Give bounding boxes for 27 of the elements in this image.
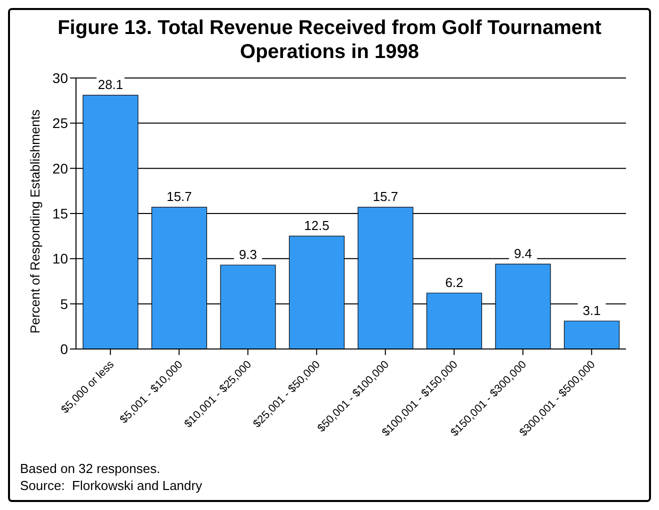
y-tick-label: 5 xyxy=(60,296,68,312)
y-tick-label: 15 xyxy=(52,205,68,222)
bar xyxy=(358,206,414,349)
y-axis-title: Percent of Responding Establishments xyxy=(28,108,43,334)
data-label: 9.4 xyxy=(514,246,532,262)
y-tick-label: 0 xyxy=(60,340,68,357)
data-label: 15.7 xyxy=(166,189,192,204)
chart-title: Figure 13. Total Revenue Received from Golf Tournament Operations in 1998 xyxy=(56,16,602,64)
y-tick-label: 25 xyxy=(52,115,68,132)
bar xyxy=(220,264,276,349)
y-tick-label: 10 xyxy=(52,250,68,267)
text: Based on 32 responses. xyxy=(20,460,162,477)
data-label: 9.3 xyxy=(238,246,258,262)
data-label: 28.1 xyxy=(98,77,124,92)
data-label: 12.5 xyxy=(304,218,330,234)
bar xyxy=(495,264,551,349)
bar xyxy=(426,292,482,349)
bar xyxy=(288,236,345,349)
y-tick-label: 30 xyxy=(52,70,68,86)
source-note: Source: Florkowski and Landry xyxy=(20,477,202,494)
data-label: 6.2 xyxy=(445,274,464,290)
y-tick-label: 20 xyxy=(52,160,68,176)
bar xyxy=(564,320,620,349)
bar xyxy=(82,94,138,349)
bar xyxy=(151,206,208,349)
data-label: 15.7 xyxy=(372,189,398,204)
data-label: 3.1 xyxy=(582,302,601,318)
